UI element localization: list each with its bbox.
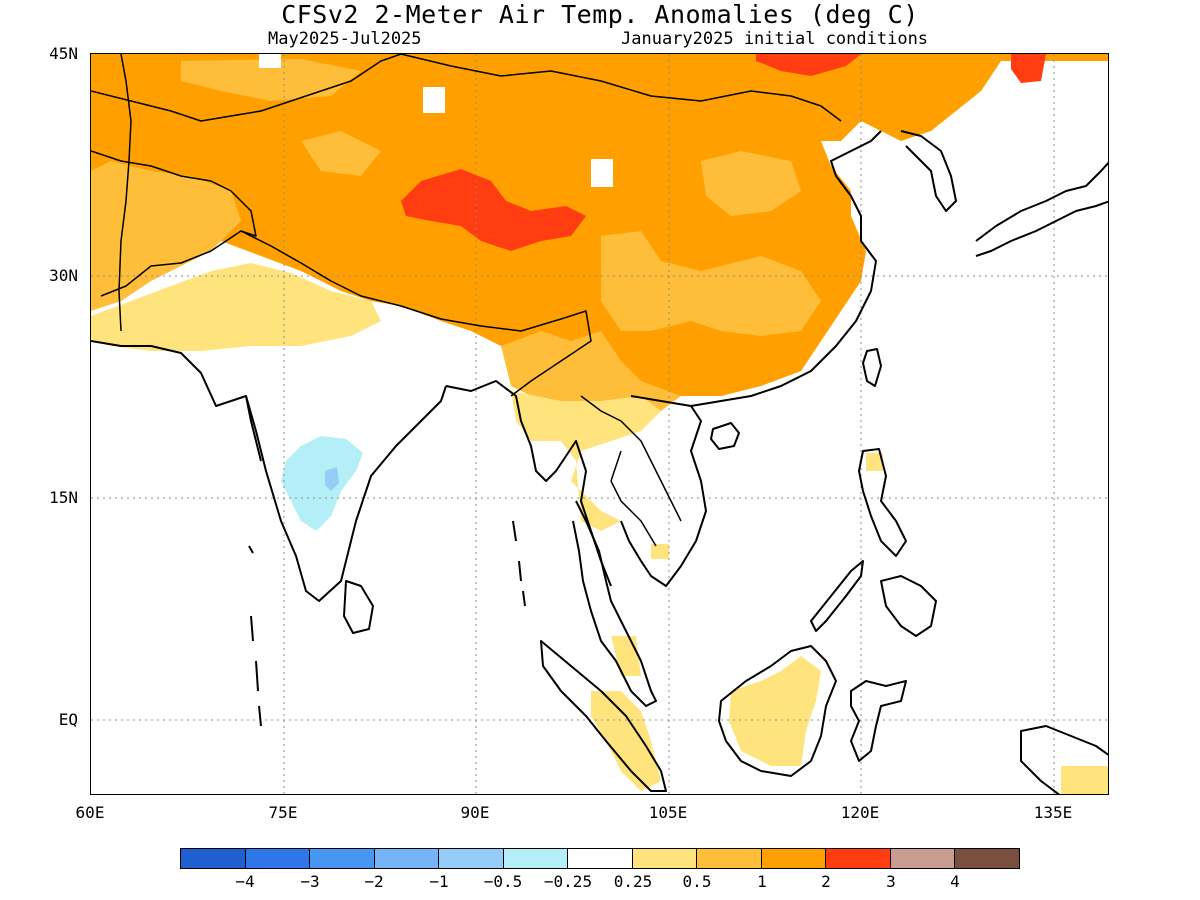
coast-new-guinea	[1020, 725, 1108, 794]
lon-tick-105e: 105E	[648, 803, 688, 822]
colorbar-label: −4	[235, 872, 255, 891]
anomaly-0.25-to-0.5-malaya	[611, 636, 641, 676]
colorbar-label: 0.25	[613, 872, 653, 891]
coast-sulawesi	[850, 680, 907, 762]
coast-sumatra	[540, 640, 667, 792]
coast-malay-peninsula	[572, 500, 657, 707]
coast-philippines-mindanao	[880, 575, 937, 637]
border-iran	[118, 54, 132, 332]
coast-japan	[975, 161, 1108, 257]
coast-korea	[900, 130, 957, 212]
anomaly-0.5-to-1-plateau	[701, 151, 801, 216]
anomaly-0.25-to-0.5-cambodia	[651, 544, 669, 559]
colorbar-label: 4	[950, 872, 960, 891]
coast-pakistan-iran	[91, 340, 262, 462]
coast-palawan	[810, 560, 864, 632]
anomaly-0.5-to-1-south-china	[501, 331, 681, 411]
anomaly-0.25-to-0.5-borneo	[729, 656, 821, 766]
anomaly-neg-0.5-to-1-india	[325, 467, 339, 491]
anomaly-0.5-to-1-china	[601, 231, 821, 336]
lon-tick-60e: 60E	[75, 803, 105, 822]
colorbar-swatch	[245, 849, 311, 868]
colorbar-label: −2	[364, 872, 384, 891]
colorbar-swatch	[955, 849, 1019, 868]
colorbar-swatch	[568, 849, 633, 868]
andaman-islands	[512, 520, 526, 607]
coast-hainan	[710, 422, 740, 450]
colorbar-swatch	[761, 849, 827, 868]
coast-borneo	[718, 645, 837, 777]
island-dots	[248, 520, 526, 727]
border-afghanistan	[91, 150, 257, 297]
coast-india	[245, 385, 447, 602]
border-central-asia	[91, 54, 402, 122]
anomaly-0.5-to-1-tibet	[301, 131, 381, 176]
anomaly-neg-0.25-to-0.5-india	[281, 436, 363, 531]
colorbar	[180, 848, 1020, 869]
colorbar-label: −0.25	[543, 872, 593, 891]
anomaly-0.25-to-0.5-indochina	[511, 391, 661, 531]
anomaly-0.5-to-1-west	[91, 161, 241, 311]
missing-data-cell	[259, 54, 281, 68]
anomaly-2-to-3-korea	[1011, 54, 1046, 83]
coast-indochina	[620, 395, 707, 587]
colorbar-swatch	[890, 849, 956, 868]
coastlines	[91, 54, 1108, 794]
lat-tick-eq: EQ	[58, 710, 78, 729]
coast-bengal	[445, 380, 612, 587]
colorbar-swatch	[632, 849, 698, 868]
colorbar-swatch	[439, 849, 504, 868]
anomaly-2-to-3-mongolia	[756, 54, 861, 76]
colorbar-label: −3	[300, 872, 320, 891]
colorbar-swatch	[503, 849, 569, 868]
colorbar-label: 0.5	[682, 872, 712, 891]
colorbar-swatch	[310, 849, 375, 868]
colorbar-label: −0.5	[483, 872, 523, 891]
coast-philippines-luzon	[858, 448, 907, 557]
missing-data-cell	[591, 159, 613, 187]
maldives	[250, 615, 262, 727]
colorbar-swatch	[697, 849, 762, 868]
anomaly-fields	[91, 54, 1108, 794]
chart-title: CFSv2 2-Meter Air Temp. Anomalies (deg C…	[281, 0, 919, 29]
missing-data-cell	[423, 87, 445, 113]
lat-tick-45n: 45N	[49, 44, 78, 63]
anomaly-0.25-to-0.5-india-north	[91, 263, 381, 351]
border-himalaya	[240, 230, 592, 397]
colorbar-swatch	[374, 849, 440, 868]
anomaly-0.25-to-0.5-sumatra	[591, 691, 661, 791]
colorbar-label: −1	[429, 872, 449, 891]
colorbar-swatch	[181, 849, 246, 868]
border-indochina	[580, 395, 682, 547]
forecast-period: May2025-Jul2025	[268, 29, 422, 49]
anomaly-0.5-to-1-north	[181, 59, 361, 101]
lakshadweep	[248, 545, 254, 554]
lon-tick-120e: 120E	[840, 803, 880, 822]
colorbar-label: 1	[757, 872, 767, 891]
lat-tick-30n: 30N	[49, 266, 78, 285]
coast-sri-lanka	[343, 580, 374, 634]
lon-tick-90e: 90E	[460, 803, 490, 822]
coast-taiwan	[862, 348, 882, 387]
map-panel	[90, 53, 1109, 795]
anomaly-map	[91, 54, 1108, 794]
lon-tick-135e: 135E	[1033, 803, 1073, 822]
anomaly-0.25-to-0.5-philippines	[866, 453, 883, 471]
lon-tick-75e: 75E	[268, 803, 298, 822]
coast-south-china	[690, 130, 882, 407]
anomaly-2-to-3-tibet	[401, 169, 586, 251]
colorbar-swatch	[826, 849, 891, 868]
anomaly-0.25-to-0.5-png	[1061, 766, 1108, 794]
colorbar-label: 2	[821, 872, 831, 891]
initial-conditions: January2025 initial conditions	[621, 29, 929, 49]
border-mongolia	[400, 54, 842, 122]
lat-tick-15n: 15N	[49, 488, 78, 507]
colorbar-label: 3	[886, 872, 896, 891]
